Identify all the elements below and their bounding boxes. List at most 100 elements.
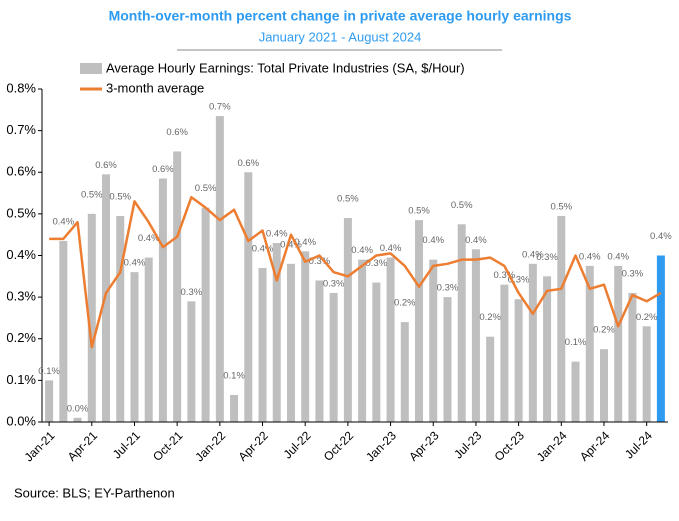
y-tick-label: 0.6%: [6, 164, 36, 179]
bar: [514, 299, 523, 422]
bar: [628, 292, 637, 422]
bar: [443, 297, 452, 422]
x-tick-label: Oct-21: [150, 428, 186, 464]
bar-value-label: 0.3%: [508, 275, 530, 286]
bar: [59, 240, 68, 422]
bar-value-label: 0.3%: [323, 278, 345, 289]
bar-value-label: 0.0%: [67, 403, 89, 414]
bar: [158, 178, 167, 422]
bar-value-label: 0.1%: [565, 337, 587, 348]
bar-value-label: 0.6%: [237, 158, 259, 169]
y-tick-label: 0.4%: [6, 247, 36, 262]
bar-value-label: 0.4%: [252, 244, 274, 255]
x-tick-label: Apr-23: [406, 428, 442, 464]
x-tick-label: Apr-24: [577, 428, 613, 464]
bar-value-label: 0.7%: [209, 102, 231, 113]
bar-value-label: 0.6%: [152, 164, 174, 175]
bar-value-label: 0.5%: [337, 194, 359, 205]
bar: [656, 255, 665, 422]
bar-value-label: 0.2%: [636, 312, 658, 323]
bar: [500, 284, 509, 422]
bar: [457, 224, 466, 422]
bar-value-label: 0.4%: [579, 251, 601, 262]
bar: [642, 326, 651, 422]
bar: [543, 276, 552, 422]
y-tick-label: 0.2%: [6, 330, 36, 345]
bar: [415, 220, 424, 422]
source-note: Source: BLS; EY-Parthenon: [14, 485, 175, 500]
bar: [244, 172, 253, 422]
bar: [429, 259, 438, 422]
bar-value-label: 0.5%: [81, 189, 103, 200]
bar-value-label: 0.2%: [593, 325, 615, 336]
y-tick-label: 0.7%: [6, 122, 36, 137]
bar-value-label: 0.4%: [522, 249, 544, 260]
bar: [258, 267, 267, 422]
bar-value-label: 0.4%: [294, 237, 316, 248]
bar-value-label: 0.5%: [109, 191, 131, 202]
bar-value-label: 0.3%: [536, 252, 558, 263]
bar-value-label: 0.1%: [223, 370, 245, 381]
y-tick-label: 0.3%: [6, 289, 36, 304]
x-tick-label: Jul-22: [281, 428, 314, 461]
bar-value-label: 0.4%: [124, 258, 146, 269]
bar-value-label: 0.1%: [38, 366, 60, 377]
bar-value-label: 0.4%: [650, 231, 672, 242]
bar-value-label: 0.5%: [550, 201, 572, 212]
y-tick-label: 0.5%: [6, 205, 36, 220]
bar: [45, 380, 54, 422]
bar-value-label: 0.4%: [280, 239, 302, 250]
bar: [87, 213, 96, 422]
bar: [343, 218, 352, 422]
bar-value-label: 0.3%: [366, 258, 388, 269]
bar: [400, 322, 409, 422]
bar: [386, 257, 395, 422]
bar: [102, 174, 111, 422]
bar: [315, 280, 324, 422]
bar-value-label: 0.4%: [422, 235, 444, 246]
bar-value-label: 0.4%: [607, 251, 629, 262]
bar-value-label: 0.2%: [479, 312, 501, 323]
x-tick-label: Jan-23: [363, 428, 399, 464]
bar: [372, 282, 381, 422]
bar: [286, 263, 295, 422]
bar: [557, 215, 566, 422]
x-tick-label: Oct-23: [492, 428, 528, 464]
x-tick-label: Jan-21: [22, 428, 58, 464]
legend-label: 3-month average: [106, 80, 204, 95]
x-tick-label: Apr-21: [65, 428, 101, 464]
x-tick-label: Jan-24: [534, 428, 570, 464]
bar: [358, 259, 367, 422]
bar-value-label: 0.4%: [351, 245, 373, 256]
bar: [187, 301, 196, 422]
bar: [486, 336, 495, 422]
bar-value-label: 0.4%: [465, 235, 487, 246]
bar-value-label: 0.3%: [494, 270, 516, 281]
bar-value-label: 0.4%: [138, 233, 160, 244]
bar: [215, 116, 224, 423]
y-tick-label: 0.0%: [6, 413, 36, 428]
x-tick-label: Oct-22: [321, 428, 357, 464]
bar-value-label: 0.2%: [394, 298, 416, 309]
bar: [614, 265, 623, 422]
bar-value-label: 0.5%: [451, 200, 473, 211]
x-tick-label: Jul-21: [110, 428, 143, 461]
y-tick-label: 0.1%: [6, 372, 36, 387]
x-tick-label: Jan-22: [192, 428, 228, 464]
y-tick-label: 0.8%: [6, 80, 36, 95]
bar-value-label: 0.3%: [181, 287, 203, 298]
chart-title: Month-over-month percent change in priva…: [109, 8, 572, 24]
bar: [230, 394, 239, 422]
bar: [301, 251, 310, 422]
bar: [528, 263, 537, 422]
bar: [130, 272, 139, 422]
bar: [599, 349, 608, 422]
bar: [471, 249, 480, 422]
bar: [173, 151, 182, 422]
bar: [73, 417, 82, 422]
bar-value-label: 0.5%: [408, 206, 430, 217]
line-series: [49, 195, 662, 349]
legend-swatch-bar: [80, 63, 102, 74]
bar-value-label: 0.4%: [266, 229, 288, 240]
